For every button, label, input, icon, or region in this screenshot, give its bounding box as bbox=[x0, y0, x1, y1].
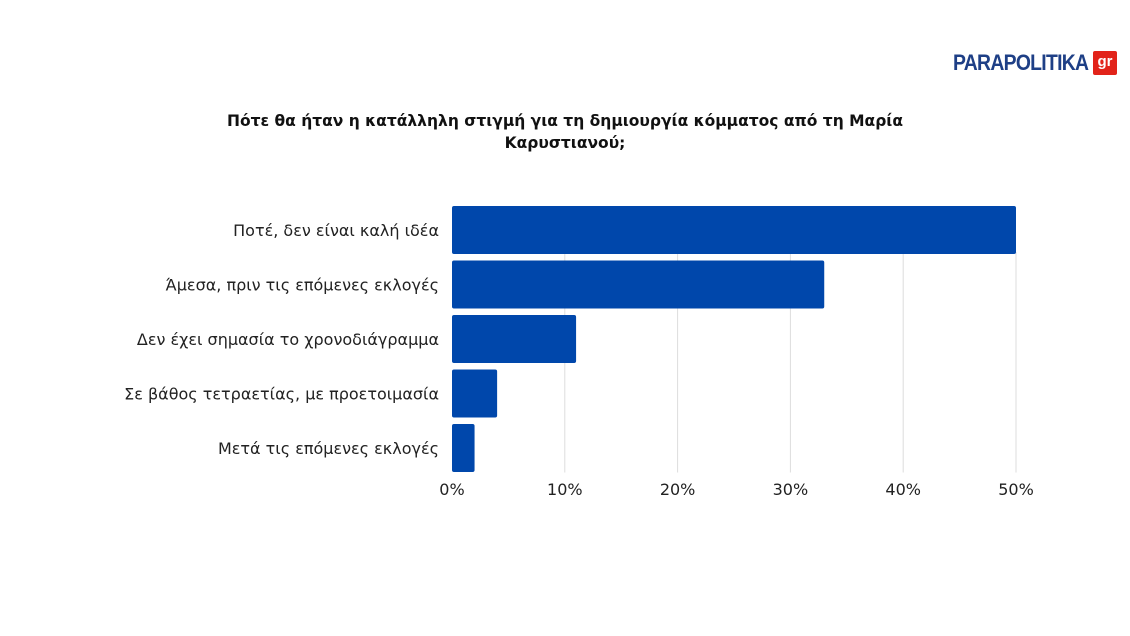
category-label: Σε βάθος τετραετίας, με προετοιμασία bbox=[124, 385, 439, 404]
bar bbox=[452, 206, 1016, 254]
chart-title: Πότε θα ήταν η κατάλληλη στιγμή για τη δ… bbox=[226, 112, 903, 152]
category-label: Μετά τις επόμενες εκλογές bbox=[218, 439, 439, 458]
category-label: Άμεσα, πριν τις επόμενες εκλογές bbox=[166, 276, 439, 295]
bars bbox=[452, 206, 1016, 472]
bar bbox=[452, 424, 475, 472]
bar bbox=[452, 260, 825, 309]
x-tick-label: 10% bbox=[547, 480, 583, 499]
x-tick-label: 40% bbox=[885, 480, 921, 499]
brand-logo: PARAPOLITIKA gr bbox=[953, 48, 1117, 78]
x-tick-label: 20% bbox=[660, 480, 696, 499]
x-tick-label: 30% bbox=[773, 480, 809, 499]
category-label: Δεν έχει σημασία το χρονοδιάγραμμα bbox=[137, 330, 439, 349]
logo-wordmark: PARAPOLITIKA bbox=[953, 50, 1089, 75]
category-label: Ποτέ, δεν είναι καλή ιδέα bbox=[233, 221, 439, 240]
logo-tld-badge: gr bbox=[1093, 51, 1117, 75]
x-tick-label: 0% bbox=[439, 480, 464, 499]
x-tick-label: 50% bbox=[998, 480, 1034, 499]
bar bbox=[452, 315, 577, 363]
category-labels: Ποτέ, δεν είναι καλή ιδέα Άμεσα, πριν τις… bbox=[124, 221, 439, 458]
x-axis-ticks: 0% 10% 20% 30% 40% 50% bbox=[439, 480, 1033, 499]
bar bbox=[452, 369, 498, 418]
